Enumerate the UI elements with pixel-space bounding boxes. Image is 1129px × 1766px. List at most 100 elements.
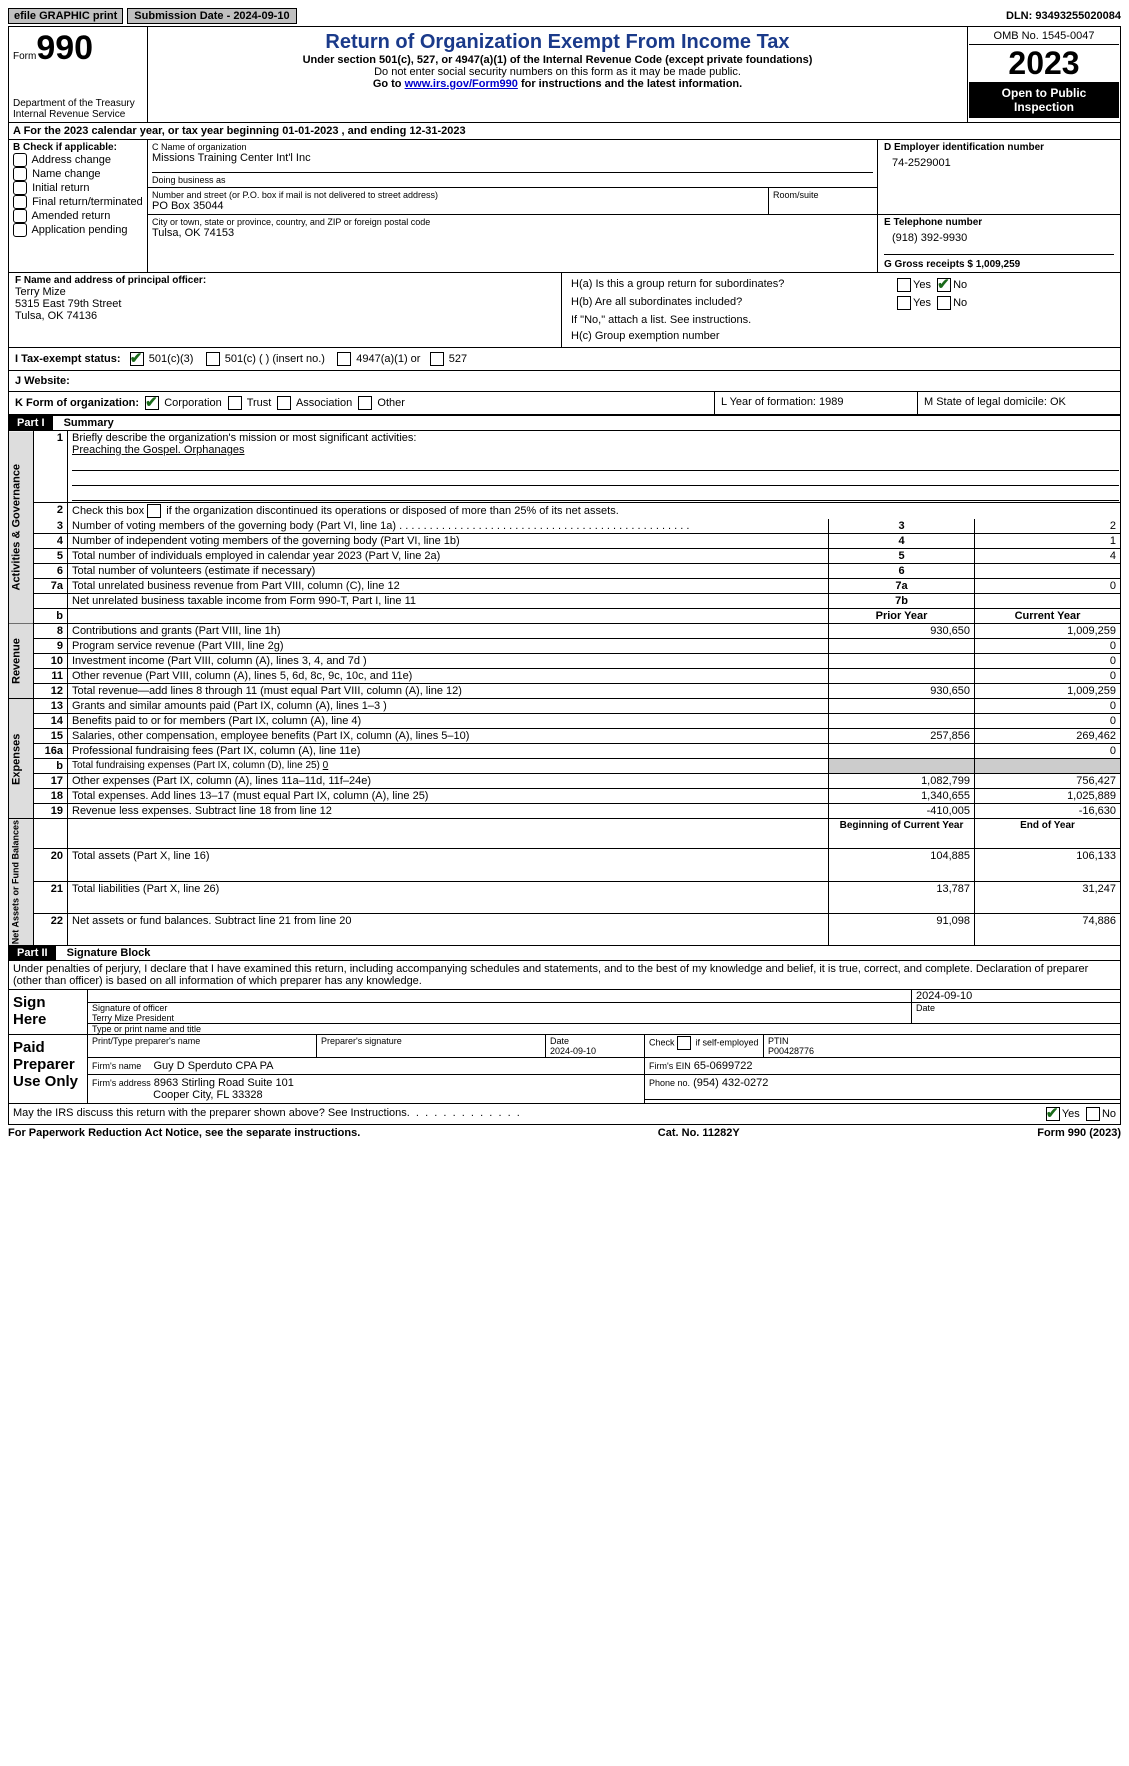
goto-line: Go to www.irs.gov/Form990 for instructio… [156, 78, 959, 90]
line10-label: Investment income (Part VIII, column (A)… [68, 654, 829, 669]
paid-preparer-block: Paid Preparer Use Only Print/Type prepar… [8, 1034, 1121, 1104]
line14-label: Benefits paid to or for members (Part IX… [68, 714, 829, 729]
officer-addr1: 5315 East 79th Street [15, 298, 555, 310]
firm-name-label: Firm's name [92, 1061, 141, 1071]
line16b-label: Total fundraising expenses (Part IX, col… [72, 760, 323, 771]
prep-self-emp: Check if self-employed [645, 1035, 764, 1058]
line4-label: Number of independent voting members of … [68, 534, 829, 549]
i-label: I Tax-exempt status: [15, 353, 121, 365]
chk-application-pending[interactable]: Application pending [31, 224, 127, 236]
prep-sig-label: Preparer's signature [317, 1035, 546, 1058]
line19-label: Revenue less expenses. Subtract line 18 … [68, 804, 829, 819]
tax-year: 2023 [969, 45, 1119, 82]
gov-section-label: Activities & Governance [9, 431, 34, 624]
line11-curr: 0 [975, 669, 1121, 684]
part1-tag: Part I [9, 416, 53, 430]
i-527[interactable]: 527 [449, 353, 467, 365]
current-year-hdr: Current Year [975, 609, 1121, 624]
discuss-question: May the IRS discuss this return with the… [13, 1107, 1046, 1121]
dln-label: DLN: 93493255020084 [1006, 10, 1121, 22]
sign-date: 2024-09-10 [912, 990, 1121, 1003]
form-subtitle-1: Under section 501(c), 527, or 4947(a)(1)… [156, 54, 959, 66]
firm-addr1: 8963 Stirling Road Suite 101 [154, 1077, 294, 1089]
chk-amended-return[interactable]: Amended return [31, 210, 110, 222]
chk-name-change[interactable]: Name change [32, 168, 101, 180]
footer-right: Form 990 (2023) [1037, 1127, 1121, 1139]
line6-label: Total number of volunteers (estimate if … [68, 564, 829, 579]
chk-address-change[interactable]: Address change [31, 154, 111, 166]
line11-label: Other revenue (Part VIII, column (A), li… [68, 669, 829, 684]
k-assoc[interactable]: Association [296, 397, 352, 409]
line18-curr: 1,025,889 [975, 789, 1121, 804]
line20-begin: 104,885 [829, 849, 975, 881]
line5-label: Total number of individuals employed in … [68, 549, 829, 564]
efile-print-button[interactable]: efile GRAPHIC print [8, 8, 123, 24]
line14-curr: 0 [975, 714, 1121, 729]
officer-name: Terry Mize [15, 286, 555, 298]
line4-val: 1 [975, 534, 1121, 549]
line17-label: Other expenses (Part IX, column (A), lin… [68, 774, 829, 789]
i-4947[interactable]: 4947(a)(1) or [356, 353, 420, 365]
line9-curr: 0 [975, 639, 1121, 654]
line13-curr: 0 [975, 699, 1121, 714]
discuss-no[interactable]: No [1102, 1108, 1116, 1120]
prep-name-label: Print/Type preparer's name [88, 1035, 317, 1058]
hb-label: H(b) Are all subordinates included? [570, 295, 894, 311]
line18-prior: 1,340,655 [829, 789, 975, 804]
prep-date-label: Date [550, 1036, 569, 1046]
type-name-label: Type or print name and title [88, 1024, 1121, 1035]
i-501c3[interactable]: 501(c)(3) [149, 353, 194, 365]
form990-link[interactable]: www.irs.gov/Form990 [405, 78, 518, 90]
line16a-curr: 0 [975, 744, 1121, 759]
omb-number: OMB No. 1545-0047 [969, 28, 1119, 45]
part2-tag: Part II [9, 946, 56, 960]
line-a-tax-year: A For the 2023 calendar year, or tax yea… [8, 123, 1121, 139]
hb-note: If "No," attach a list. See instructions… [570, 313, 1112, 327]
k-other[interactable]: Other [377, 397, 405, 409]
line12-prior: 930,650 [829, 684, 975, 699]
ptin-value: P00428776 [768, 1046, 814, 1056]
firm-addr-label: Firm's address [92, 1078, 151, 1088]
top-bar: efile GRAPHIC print Submission Date - 20… [8, 8, 1121, 24]
k-corp[interactable]: Corporation [164, 397, 221, 409]
ha-label: H(a) Is this a group return for subordin… [570, 277, 894, 293]
end-year-hdr: End of Year [975, 819, 1121, 849]
discuss-yes[interactable]: Yes [1062, 1108, 1080, 1120]
sign-here-block: Sign Here 2024-09-10 Signature of office… [8, 989, 1121, 1034]
line7b-label: Net unrelated business taxable income fr… [68, 594, 829, 609]
line15-curr: 269,462 [975, 729, 1121, 744]
line19-prior: -410,005 [829, 804, 975, 819]
c-name-label: C Name of organization [152, 142, 873, 152]
city-label: City or town, state or province, country… [152, 217, 873, 227]
l-year-formation: L Year of formation: 1989 [715, 392, 918, 415]
entity-block: B Check if applicable: Address change Na… [8, 139, 1121, 272]
chk-final-return[interactable]: Final return/terminated [32, 196, 143, 208]
part1-table: Activities & Governance 1 Briefly descri… [8, 431, 1121, 946]
i-501c[interactable]: 501(c) ( ) (insert no.) [225, 353, 325, 365]
firm-phone: (954) 432-0272 [693, 1077, 768, 1089]
chk-initial-return[interactable]: Initial return [32, 182, 89, 194]
city-value: Tulsa, OK 74153 [152, 227, 873, 239]
paid-preparer-label: Paid Preparer Use Only [9, 1035, 88, 1104]
line6-val [975, 564, 1121, 579]
line20-end: 106,133 [975, 849, 1121, 881]
line21-begin: 13,787 [829, 881, 975, 913]
e-phone-label: E Telephone number [884, 217, 1114, 228]
dba-label: Doing business as [152, 175, 873, 185]
f-officer-label: F Name and address of principal officer: [15, 275, 555, 286]
line16b-val: 0 [323, 760, 329, 771]
ptin-label: PTIN [768, 1036, 789, 1046]
k-trust[interactable]: Trust [247, 397, 272, 409]
net-section-label: Net Assets or Fund Balances [9, 819, 34, 946]
line10-curr: 0 [975, 654, 1121, 669]
line22-begin: 91,098 [829, 913, 975, 945]
dept-treasury: Department of the Treasury [13, 98, 143, 109]
line9-label: Program service revenue (Part VIII, line… [68, 639, 829, 654]
footer-left: For Paperwork Reduction Act Notice, see … [8, 1127, 360, 1139]
g-gross-label: G Gross receipts $ [884, 259, 973, 270]
line7a-label: Total unrelated business revenue from Pa… [68, 579, 829, 594]
phone-value: (918) 392-9930 [884, 228, 1114, 254]
section-b-label: B Check if applicable: [13, 142, 143, 153]
ein-value: 74-2529001 [884, 153, 1114, 179]
line12-curr: 1,009,259 [975, 684, 1121, 699]
